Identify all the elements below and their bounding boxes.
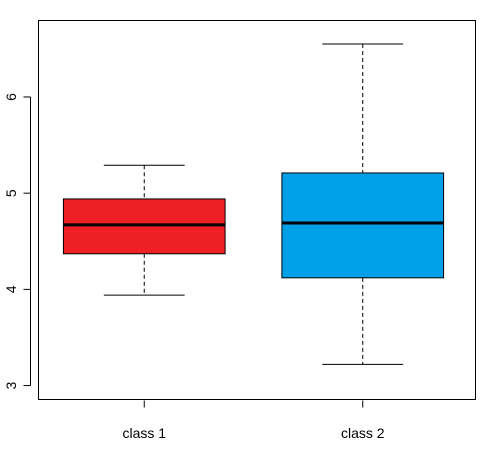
y-tick-label: 3 — [3, 381, 19, 389]
y-tick-label: 4 — [3, 285, 19, 293]
plot-frame — [38, 20, 476, 400]
box-1 — [62, 164, 226, 296]
y-tick-label: 6 — [3, 93, 19, 101]
x-tick-label: class 1 — [122, 425, 166, 441]
iqr-box — [281, 172, 445, 279]
y-axis: 3 4 5 6 — [3, 93, 31, 389]
x-tick-label: class 2 — [341, 425, 385, 441]
x-axis: class 1 class 2 — [122, 400, 385, 441]
boxes-group — [62, 43, 445, 365]
y-tick-label: 5 — [3, 189, 19, 197]
box-2 — [281, 43, 445, 365]
